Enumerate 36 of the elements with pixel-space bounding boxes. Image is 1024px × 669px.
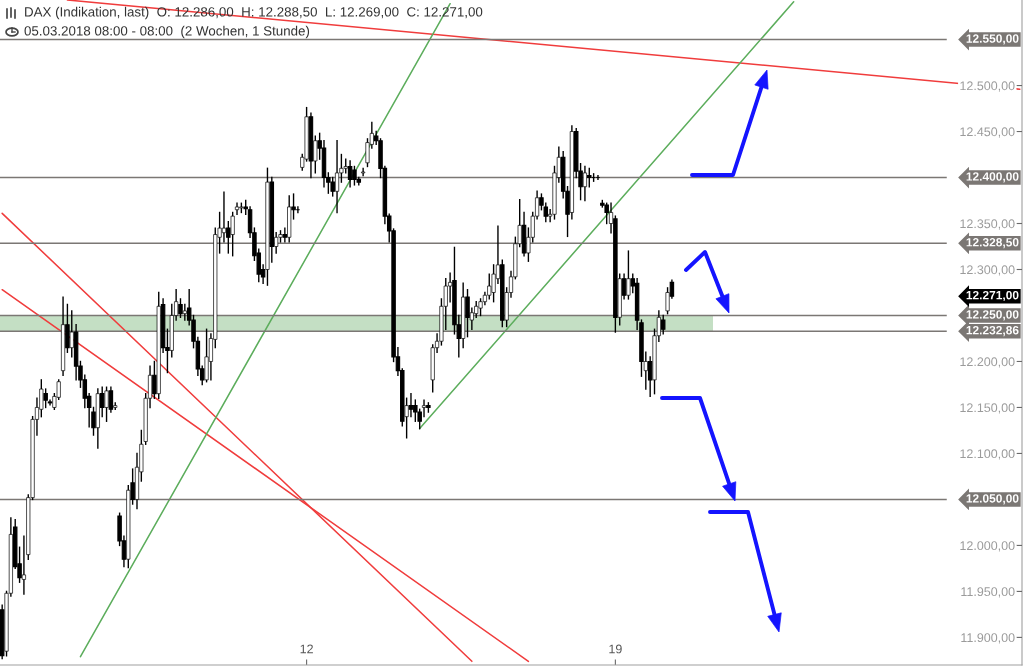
candlestick: [204, 328, 209, 383]
candlestick: [234, 202, 240, 216]
ref-line-label: 12.232,86: [966, 326, 1019, 337]
text: 05.03.2018 08:00 - 08:00 (2 Wochen, 1 Stunde): [24, 25, 310, 39]
candlestick: [330, 176, 335, 197]
y-tick-label: 12.100,00: [960, 449, 1015, 460]
x-tick-label: 19: [609, 644, 622, 654]
y-tick-label: 11.950,00: [961, 587, 1015, 598]
candlestick: [361, 167, 366, 177]
candlestick: [660, 314, 666, 335]
y-tick-label: 12.000,00: [960, 541, 1015, 552]
ref-line-label: 12.400,00: [966, 172, 1019, 183]
candlestick: [421, 399, 427, 418]
ref-line-label: 12.328,50: [966, 238, 1019, 249]
candlestick: [626, 250, 631, 300]
candlestick: [465, 289, 470, 338]
ref-line-label: 12.250,00: [966, 310, 1019, 321]
annotation: 12.271,00: [966, 290, 1019, 302]
candlestick: [587, 167, 592, 188]
y-tick-label: 12.200,00: [960, 357, 1015, 368]
y-tick-label: 12.300,00: [960, 265, 1015, 276]
candlestick: [221, 191, 227, 243]
y-tick-label: 12.350,00: [960, 219, 1015, 230]
candlestick: [352, 165, 357, 186]
candlestick: [43, 388, 48, 409]
y-tick-label: 12.500,00: [960, 81, 1015, 92]
y-tick-label: 12.150,00: [960, 403, 1015, 414]
ref-line-label: 12.550,00: [966, 34, 1019, 45]
y-tick-label: 11.900,00: [961, 633, 1015, 644]
candlestick: [408, 392, 414, 418]
y-tick-label: 12.450,00: [960, 127, 1015, 138]
candlestick: [104, 386, 109, 422]
x-tick-label: 12: [300, 644, 313, 654]
candlestick: [178, 298, 183, 319]
candlestick: [230, 211, 235, 257]
ref-line-label: 12.050,00: [966, 494, 1019, 505]
